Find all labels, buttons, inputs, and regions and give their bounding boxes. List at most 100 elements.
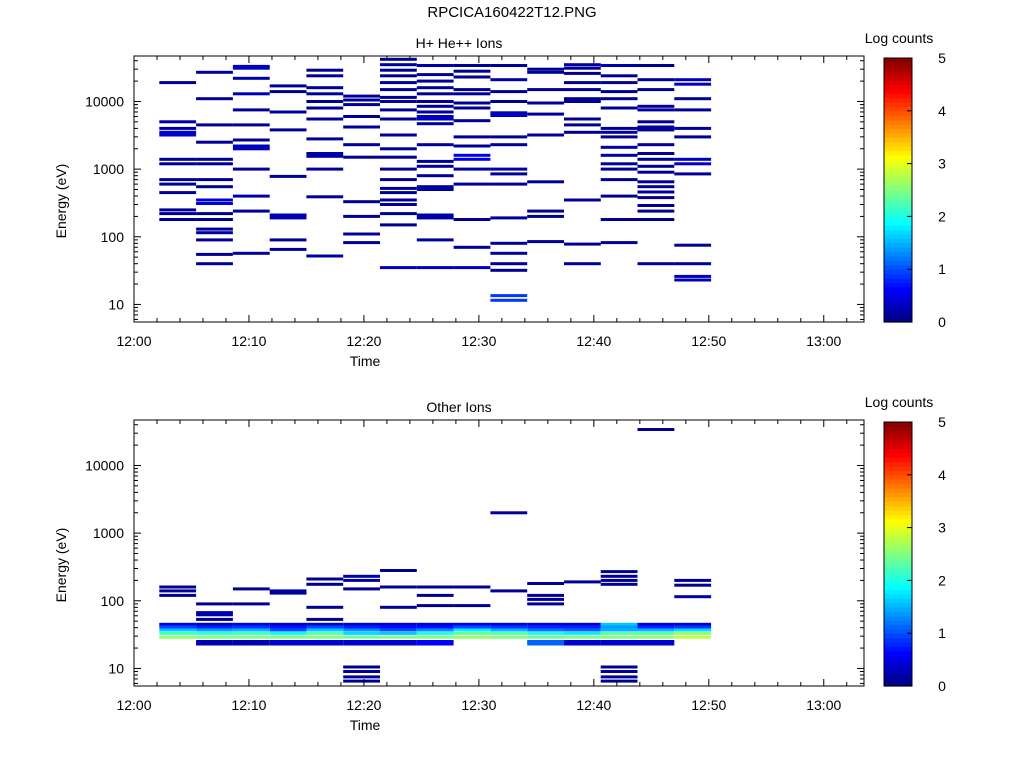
heatmap-cell (637, 120, 675, 124)
bottom-x-tick-label: 12:00 (116, 697, 151, 713)
heatmap-cell (416, 640, 454, 643)
bottom-y-tick-label: 10 (108, 660, 124, 676)
heatmap-cell (637, 164, 675, 168)
colorbar-swatch (884, 141, 912, 147)
top-x-tick-label: 12:50 (691, 333, 726, 349)
heatmap-cell (564, 66, 601, 70)
heatmap-cell (674, 578, 712, 582)
heatmap-cell (343, 574, 380, 578)
heatmap-cell (527, 628, 564, 632)
heatmap-cell (637, 143, 675, 147)
colorbar-swatch (884, 66, 912, 72)
colorbar-swatch (884, 593, 912, 599)
colorbar-swatch (884, 238, 912, 244)
heatmap-cell (453, 119, 491, 123)
heatmap-cell (306, 167, 344, 171)
heatmap-cell (196, 70, 233, 74)
heatmap-cell (306, 605, 344, 609)
heatmap-cell (232, 642, 270, 646)
top-colorbar-tick-label: 2 (938, 208, 946, 224)
heatmap-cell (637, 642, 675, 646)
heatmap-cell (674, 162, 712, 166)
heatmap-cell (159, 120, 197, 124)
colorbar-swatch (884, 269, 912, 275)
heatmap-cell (269, 589, 307, 593)
heatmap-cell (343, 635, 380, 639)
heatmap-cell (380, 167, 417, 171)
heatmap-cell (564, 242, 601, 246)
heatmap-cell (600, 97, 638, 101)
heatmap-cell (232, 108, 270, 112)
colorbar-swatch (884, 466, 912, 471)
top-x-tick-label: 13:00 (806, 333, 841, 349)
colorbar-swatch (884, 154, 912, 160)
heatmap-cell (196, 640, 233, 643)
heatmap-cell (416, 238, 454, 242)
colorbar-swatch (884, 532, 912, 537)
heatmap-cell (343, 241, 380, 245)
colorbar-swatch (884, 430, 912, 436)
heatmap-cell (232, 251, 270, 255)
heatmap-cell (416, 188, 454, 191)
colorbar-swatch (884, 190, 912, 195)
heatmap-cell (196, 611, 233, 615)
heatmap-cell (196, 123, 233, 127)
top-x-tick-label: 12:10 (231, 333, 266, 349)
colorbar-swatch (884, 291, 912, 297)
heatmap-cell (232, 66, 270, 70)
heatmap-cell (343, 214, 380, 218)
colorbar-swatch (884, 655, 912, 661)
colorbar-swatch (884, 571, 912, 577)
heatmap-cell (416, 110, 454, 114)
colorbar-swatch (884, 536, 912, 542)
heatmap-cell (416, 86, 454, 90)
colorbar-swatch (884, 251, 912, 257)
heatmap-cell (600, 642, 638, 646)
colorbar-swatch (884, 300, 912, 305)
heatmap-cell (343, 578, 380, 582)
heatmap-cell (600, 167, 638, 171)
heatmap-cell (380, 622, 417, 626)
colorbar-swatch (884, 137, 912, 143)
heatmap-cell (453, 585, 491, 589)
heatmap-cell (159, 191, 197, 195)
heatmap-cell (600, 74, 638, 78)
heatmap-cell (343, 675, 380, 679)
heatmap-cell (306, 86, 344, 90)
top-colorbar-tick-label: 4 (938, 103, 946, 119)
colorbar-swatch (884, 198, 912, 204)
heatmap-cell (600, 145, 638, 149)
heatmap-cell (674, 274, 712, 278)
bottom-plot-frame (133, 419, 865, 687)
colorbar-swatch (884, 677, 912, 683)
heatmap-cell (527, 67, 564, 71)
colorbar-swatch (884, 71, 912, 77)
heatmap-cell (232, 167, 270, 171)
heatmap-cell (380, 57, 417, 61)
heatmap-cell (196, 617, 233, 621)
heatmap-cell (196, 212, 233, 216)
heatmap-cell (306, 117, 344, 121)
heatmap-cell (159, 182, 197, 186)
heatmap-cell (269, 631, 307, 635)
heatmap-cell (380, 628, 417, 632)
colorbar-swatch (884, 589, 912, 595)
colorbar-swatch (884, 286, 912, 292)
heatmap-cell (269, 622, 307, 626)
heatmap-cell (600, 675, 638, 679)
heatmap-cell (232, 144, 270, 148)
heatmap-cell (490, 268, 528, 272)
colorbar-swatch (884, 93, 912, 99)
bottom-x-tick-label: 12:40 (576, 697, 611, 713)
colorbar-swatch (884, 672, 912, 678)
heatmap-cell (416, 625, 454, 629)
heatmap-cell (159, 585, 197, 589)
heatmap-cell (674, 278, 712, 282)
heatmap-cell (674, 172, 712, 176)
colorbar-swatch (884, 62, 912, 68)
colorbar-swatch (884, 426, 912, 432)
heatmap-cell (600, 241, 638, 245)
heatmap-cell (674, 262, 712, 266)
heatmap-cell (380, 635, 417, 639)
heatmap-cell (600, 218, 638, 221)
